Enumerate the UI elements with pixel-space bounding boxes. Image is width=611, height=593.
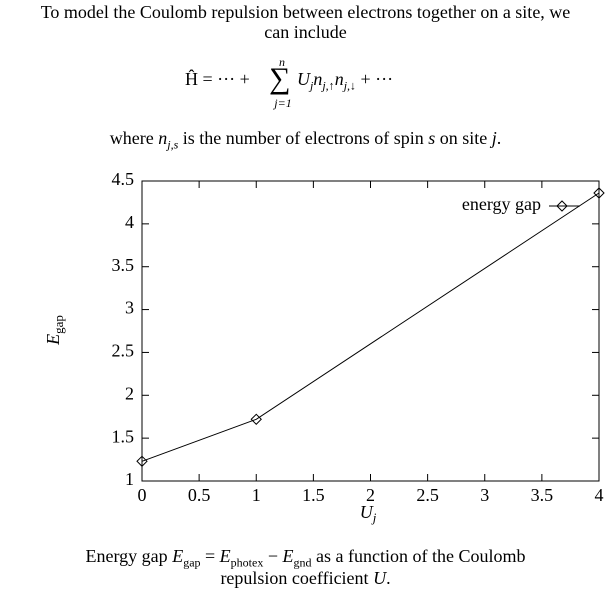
sub: photex xyxy=(230,555,264,570)
eq-term: Ujnj,↑nj,↓ + ··· xyxy=(297,69,393,94)
y-axis-label: Egap xyxy=(43,315,66,346)
var: j xyxy=(491,128,497,148)
var: E xyxy=(282,546,294,566)
text: is the number of electrons of spin xyxy=(182,128,424,148)
x-tick-label: 3.5 xyxy=(531,485,554,505)
intro-line: To model the Coulomb repulsion between e… xyxy=(40,2,571,22)
eq-u: U xyxy=(297,69,310,89)
eq-lower-text: j=1 xyxy=(274,96,292,110)
eq-n1-sub: j,↑ xyxy=(322,78,335,93)
intro-line: can include xyxy=(264,22,347,42)
eq-sum: ∑ xyxy=(269,62,291,95)
text: repulsion coefficient xyxy=(220,568,369,588)
text: . xyxy=(496,128,502,148)
y-tick-label: 4.5 xyxy=(112,169,135,189)
x-tick-label: 0 xyxy=(138,485,147,505)
y-tick-label: 3.5 xyxy=(112,255,135,275)
text: = xyxy=(205,546,216,566)
where-line: where nj,s is the number of electrons of… xyxy=(0,128,611,155)
x-tick-label: 1.5 xyxy=(302,485,325,505)
series-line xyxy=(141,192,600,462)
eq-lower: j=1 xyxy=(268,96,298,111)
legend-label: energy gap xyxy=(462,194,541,214)
y-tick-label: 1 xyxy=(125,469,134,489)
x-label-sub: j xyxy=(371,510,377,525)
text: . xyxy=(386,568,391,588)
sub: gap xyxy=(183,555,201,570)
chart: Egap Uj 0 0.5 1 1.5 2 2.5 3 3.5 4 1 1.5 2 2.5 3 3.5 4 4.… xyxy=(43,169,605,525)
eq-upper-text: n xyxy=(279,55,285,69)
var: E xyxy=(219,546,231,566)
legend-marker xyxy=(556,200,568,212)
text: where xyxy=(109,128,154,148)
y-label-text: E xyxy=(43,334,63,346)
eq-rhs: + ··· xyxy=(360,69,394,89)
y-tick-label: 3 xyxy=(125,298,134,318)
x-tick-label: 2 xyxy=(366,485,375,505)
y-tick-label: 2 xyxy=(125,383,134,403)
sub: gnd xyxy=(293,555,312,570)
var-sub: j,s xyxy=(167,137,179,152)
var: s xyxy=(428,128,436,148)
x-tick-label: 2.5 xyxy=(416,485,439,505)
eq-lhs: Ĥ = ··· + xyxy=(185,69,250,89)
x-tick-label: 1 xyxy=(252,485,261,505)
point-marker xyxy=(250,413,262,425)
text: Energy gap xyxy=(85,546,168,566)
y-label-sub: gap xyxy=(51,315,66,334)
eq-n2: n xyxy=(334,69,344,89)
equation: Ĥ = ··· + n ∑ j=1 Ujnj,↑nj,↓ + ··· xyxy=(185,52,445,112)
var: n xyxy=(158,128,168,148)
caption-line: Energy gap Egap = Ephotex − Egnd as a fu… xyxy=(0,546,611,573)
x-axis-label: Uj xyxy=(360,502,377,525)
eq-n1: n xyxy=(313,69,323,89)
point-marker xyxy=(136,455,148,467)
caption-line: repulsion coefficient U. xyxy=(0,568,611,588)
x-tick-label: 4 xyxy=(595,485,604,505)
x-tick-label: 0.5 xyxy=(188,485,211,505)
var: E xyxy=(172,546,184,566)
eq-n2-sub: j,↓ xyxy=(343,78,357,93)
y-tick-label: 2.5 xyxy=(112,341,135,361)
point-marker xyxy=(593,187,605,199)
eq-u-sub: j xyxy=(310,78,314,93)
text: as a function of the Coulomb xyxy=(316,546,526,566)
x-label-text: U xyxy=(360,502,374,522)
x-tick-label: 3 xyxy=(480,485,489,505)
text: − xyxy=(267,546,278,566)
text: on site xyxy=(439,128,488,148)
y-tick-label: 1.5 xyxy=(112,426,135,446)
y-tick-label: 4 xyxy=(125,212,134,232)
var: U xyxy=(373,568,387,588)
eq-upper: n xyxy=(273,55,291,70)
